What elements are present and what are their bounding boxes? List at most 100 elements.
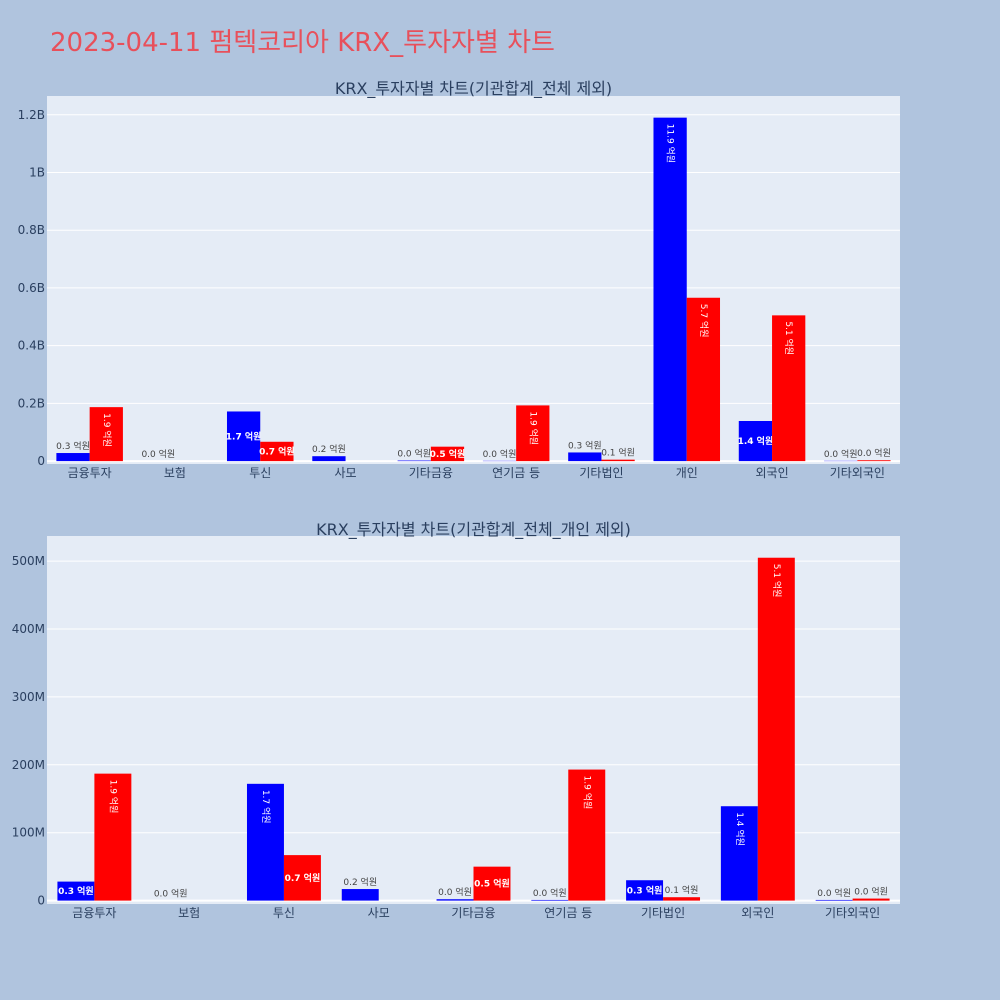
bar xyxy=(601,459,635,462)
x-tick-label: 금융투자 xyxy=(72,906,116,920)
chart-title: KRX_투자자별 차트(기관합계_전체_개인 제외) xyxy=(316,520,631,540)
plot-area xyxy=(47,96,900,464)
bar xyxy=(246,783,284,901)
x-tick-label: 투신 xyxy=(249,466,271,480)
y-tick-label: 0.2B xyxy=(18,396,45,410)
bar xyxy=(663,897,701,901)
y-tick-label: 100M xyxy=(12,826,45,840)
data-label: 0.7 억원 xyxy=(285,872,321,884)
x-tick-label: 외국인 xyxy=(755,466,788,480)
bar xyxy=(473,866,511,901)
y-tick-label: 1B xyxy=(29,165,45,179)
data-label: 0.1 억원 xyxy=(665,884,699,896)
data-label: 1.7 억원 xyxy=(260,790,272,824)
data-label: 0.0 억원 xyxy=(397,448,431,460)
x-tick-label: 보험 xyxy=(178,906,200,920)
data-label: 0.0 억원 xyxy=(154,888,188,900)
data-label: 0.7 억원 xyxy=(259,445,295,457)
data-label: 0.2 억원 xyxy=(343,876,377,888)
data-label: 0.0 억원 xyxy=(857,447,891,459)
data-label: 1.7 억원 xyxy=(226,430,262,442)
data-label: 5.7 억원 xyxy=(698,304,710,338)
bar xyxy=(283,855,321,901)
data-label: 0.3 억원 xyxy=(568,439,602,451)
x-tick-label: 연기금 등 xyxy=(544,906,592,920)
bar xyxy=(397,460,431,462)
data-label: 0.0 억원 xyxy=(854,886,888,898)
data-label: 0.1 억원 xyxy=(601,447,635,459)
y-tick-label: 0.6B xyxy=(18,281,45,295)
bar xyxy=(653,117,687,462)
x-tick-label: 투신 xyxy=(273,906,295,920)
bar xyxy=(626,880,664,901)
page-title: 2023-04-11 펌텍코리아 KRX_투자자별 차트 xyxy=(50,28,555,58)
bar xyxy=(772,315,806,462)
data-label: 0.3 억원 xyxy=(56,440,90,452)
bar xyxy=(720,806,758,901)
bar xyxy=(531,899,569,901)
data-label: 1.9 억원 xyxy=(581,776,593,810)
x-tick-label: 보험 xyxy=(164,466,186,480)
bar xyxy=(757,557,795,901)
data-label: 1.9 억원 xyxy=(101,413,113,447)
y-tick-label: 0.8B xyxy=(18,223,45,237)
data-label: 11.9 억원 xyxy=(665,124,677,163)
bar xyxy=(516,405,550,462)
chart-2: 0 100M 200M 300M 400M 500M KRX_투자자별 차트(기관합계_전체… xyxy=(12,520,900,920)
data-label: 1.9 억원 xyxy=(107,780,119,814)
data-label: 0.2 억원 xyxy=(312,443,346,455)
data-label: 0.5 억원 xyxy=(430,448,466,460)
bar xyxy=(312,456,346,462)
data-label: 0.3 억원 xyxy=(58,885,94,897)
bar xyxy=(341,889,379,901)
x-tick-label: 기타금융 xyxy=(451,906,495,920)
x-tick-label: 연기금 등 xyxy=(492,466,540,480)
bar xyxy=(568,452,602,462)
chart-1: 0 0.2B 0.4B 0.6B 0.8B 1B 1.2B KRX_투자자별 차트(기관합계_… xyxy=(18,79,900,480)
x-tick-label: 사모 xyxy=(335,466,357,480)
x-tick-label: 외국인 xyxy=(741,906,774,920)
x-tick-label: 기타외국인 xyxy=(830,466,885,480)
y-tick-label: 400M xyxy=(12,622,45,636)
data-label: 0.0 억원 xyxy=(817,887,851,899)
x-tick-label: 사모 xyxy=(368,906,390,920)
chart-title: KRX_투자자별 차트(기관합계_전체 제외) xyxy=(335,79,612,99)
data-label: 0.0 억원 xyxy=(141,448,175,460)
bar xyxy=(56,453,90,462)
bar xyxy=(686,297,721,462)
x-tick-label: 기타법인 xyxy=(579,466,623,480)
bar xyxy=(226,411,261,462)
data-label: 0.0 억원 xyxy=(533,887,567,899)
data-label: 0.0 억원 xyxy=(438,886,472,898)
bar xyxy=(568,769,606,901)
y-tick-label: 200M xyxy=(12,758,45,772)
data-label: 0.3 억원 xyxy=(627,884,663,896)
bar xyxy=(260,441,294,462)
x-tick-label: 기타외국인 xyxy=(825,906,880,920)
y-tick-label: 0 xyxy=(37,894,45,908)
x-tick-label: 기타법인 xyxy=(641,906,685,920)
x-tick-label: 금융투자 xyxy=(68,466,112,480)
bar xyxy=(89,407,123,462)
data-label: 0.5 억원 xyxy=(474,878,510,890)
bar xyxy=(857,460,891,462)
y-tick-label: 1.2B xyxy=(18,108,45,122)
y-tick-label: 0.4B xyxy=(18,339,45,353)
y-tick-label: 0 xyxy=(37,454,45,468)
y-tick-label: 500M xyxy=(12,554,45,568)
x-tick-label: 기타금융 xyxy=(409,466,453,480)
data-label: 1.4 억원 xyxy=(738,435,774,447)
data-label: 5.1 억원 xyxy=(783,321,795,355)
x-tick-label: 개인 xyxy=(676,466,698,480)
bar xyxy=(94,773,132,901)
bar xyxy=(852,898,890,901)
data-label: 1.4 억원 xyxy=(734,812,746,846)
bar xyxy=(436,899,474,901)
data-label: 5.1 억원 xyxy=(771,564,783,598)
bar xyxy=(738,420,773,462)
data-label: 0.0 억원 xyxy=(824,448,858,460)
data-label: 1.9 억원 xyxy=(527,411,539,445)
y-tick-label: 300M xyxy=(12,690,45,704)
bar xyxy=(57,881,95,901)
